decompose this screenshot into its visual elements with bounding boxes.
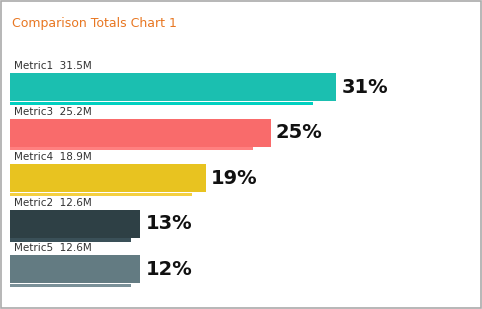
Text: Metric4  18.9M: Metric4 18.9M — [14, 152, 92, 162]
Bar — [10, 238, 131, 242]
Text: 31%: 31% — [341, 78, 388, 97]
Text: Metric5  12.6M: Metric5 12.6M — [14, 243, 92, 253]
Text: Metric2  12.6M: Metric2 12.6M — [14, 198, 92, 208]
Bar — [10, 102, 313, 105]
Text: 19%: 19% — [211, 169, 257, 188]
Text: Comparison Totals Chart 1: Comparison Totals Chart 1 — [12, 17, 177, 30]
Text: 25%: 25% — [276, 123, 323, 142]
Bar — [10, 255, 140, 283]
Bar — [10, 119, 271, 147]
Bar — [10, 73, 336, 101]
Bar — [10, 147, 253, 150]
Bar — [10, 210, 140, 238]
Text: Metric3  25.2M: Metric3 25.2M — [14, 107, 92, 117]
Bar — [10, 164, 205, 193]
Bar — [10, 284, 131, 287]
Bar — [10, 193, 192, 196]
Text: 12%: 12% — [146, 260, 192, 279]
Text: Metric1  31.5M: Metric1 31.5M — [14, 61, 92, 71]
Text: 13%: 13% — [146, 214, 192, 233]
